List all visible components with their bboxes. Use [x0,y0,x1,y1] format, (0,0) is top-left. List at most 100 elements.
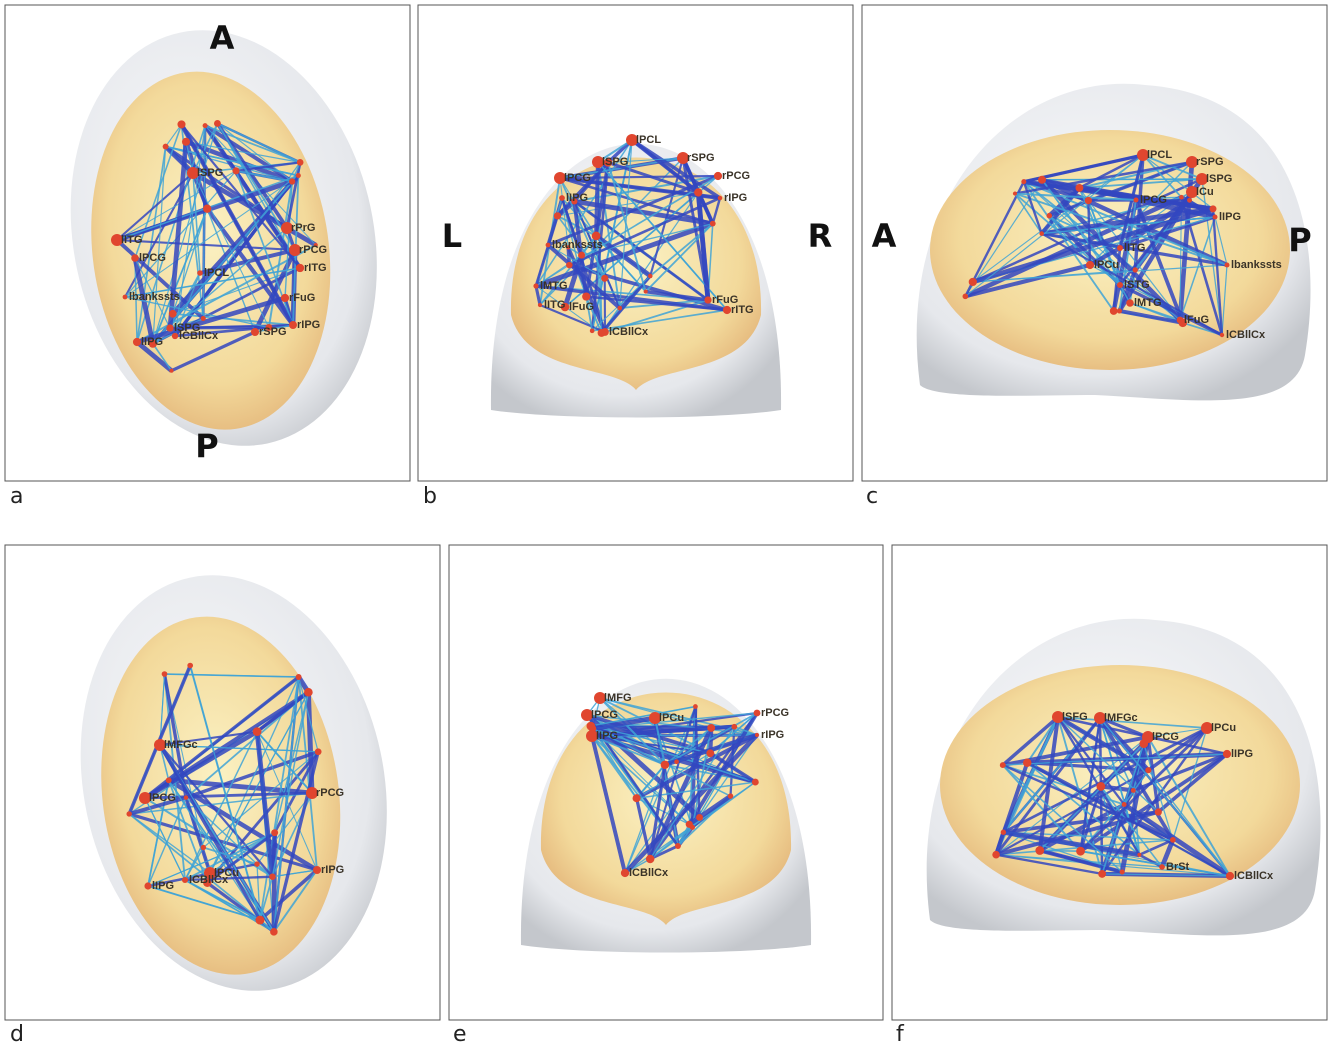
node [686,821,693,828]
orientation-label: R [808,217,833,255]
node [648,274,653,279]
node [296,674,302,680]
node [1220,333,1224,337]
node [1021,179,1026,184]
node [203,123,208,128]
node [1139,739,1148,748]
node-label: lMTG [1134,297,1162,309]
orientation-label: L [442,217,462,255]
node [644,289,648,293]
node-label: lIPG [566,192,588,204]
node [1145,767,1151,773]
node [578,252,585,259]
node [731,724,737,730]
node [162,671,168,677]
node [723,306,731,314]
node [633,794,641,802]
node [253,727,262,736]
node [1086,261,1094,269]
node-label: lCu [1196,186,1214,198]
node-label: lITG [544,299,565,311]
node-label: lbankssts [552,239,603,251]
node [1047,213,1053,219]
node [693,704,698,709]
node [1085,197,1092,204]
node [315,748,322,755]
node [1210,205,1217,212]
node-label: BrSt [1166,861,1190,873]
node [289,321,297,329]
node-label: lIPG [141,336,163,348]
node [718,196,723,201]
node-label: lSFG [1062,711,1088,723]
node-label: lMFGc [164,739,198,751]
node [123,295,128,300]
node-label: lCBllCx [179,330,219,342]
node-label: lITG [1124,242,1145,254]
node-label: lIPG [1231,748,1253,760]
node-label: lPCu [1094,259,1119,271]
node-label: lFuG [569,301,594,313]
node-label: rPCG [316,787,344,799]
node [992,851,1000,859]
node [187,663,193,669]
node [1170,837,1176,843]
node [1179,195,1184,200]
node [617,306,622,311]
node [126,811,131,816]
node [1126,299,1134,307]
orientation-label: A [210,19,235,57]
orientation-label: P [195,427,218,465]
node [754,710,761,717]
node [706,749,714,757]
node-label: lbankssts [1231,259,1282,271]
node [704,296,711,303]
node [201,845,206,850]
node-label: lPCG [139,252,166,264]
node [1155,808,1162,815]
node [1159,864,1165,870]
node [598,329,606,337]
node [1076,847,1085,856]
panel-letter: e [453,1022,467,1046]
node [1023,759,1031,767]
node-label: lIPG [152,880,174,892]
node-label: rIPG [724,192,747,204]
node [214,120,221,127]
node [1187,198,1192,203]
node-label: lCBllCx [629,867,669,879]
node [1224,262,1229,267]
node [270,928,278,936]
node [131,254,139,262]
node [166,324,173,331]
panel-letter: a [10,484,23,509]
node-label: lSPG [197,167,223,179]
node [1096,782,1105,791]
node-label: lIPG [596,730,618,742]
node-label: lPCG [564,172,591,184]
node-label: lIPG [1219,211,1241,223]
node [1039,231,1044,236]
edge [1042,179,1202,180]
node [1117,282,1123,288]
node-label: lCBllCx [609,326,649,338]
node-label: rPCG [299,244,327,256]
node [538,303,542,307]
node-label: lSPG [602,156,628,168]
node [1131,788,1136,793]
node [304,688,313,697]
node [728,793,734,799]
node [281,294,289,302]
node [696,814,703,821]
node-label: rSPG [687,152,715,164]
node-label: lPCG [1152,731,1179,743]
node [182,877,188,883]
node [586,722,595,731]
node [559,195,565,201]
node [184,795,188,799]
node [674,759,679,764]
node [289,178,295,184]
